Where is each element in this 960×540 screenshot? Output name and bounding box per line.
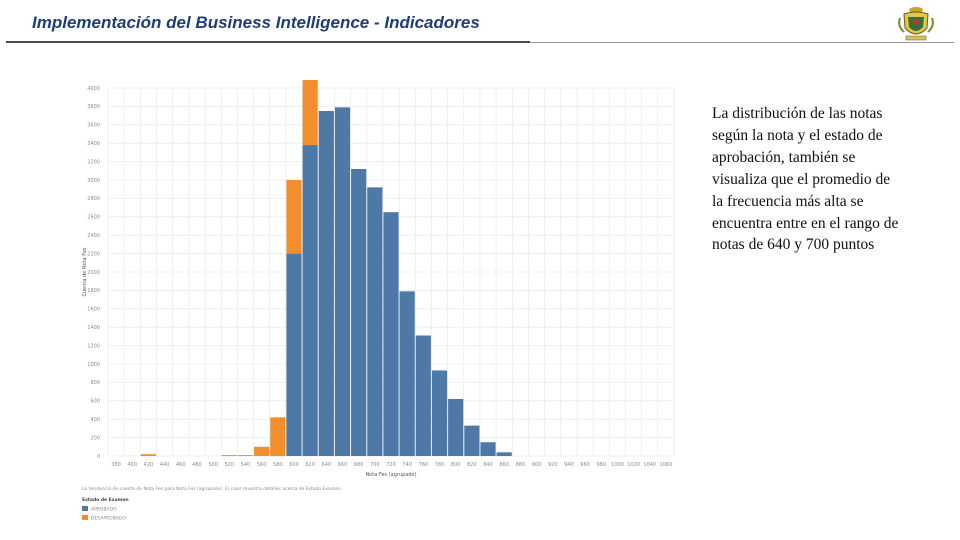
x-tick-label: 500 xyxy=(208,462,218,468)
x-tick-label: 680 xyxy=(354,462,364,468)
y-tick-label: 0 xyxy=(97,454,100,460)
chart-bars xyxy=(140,80,512,457)
x-tick-label: 400 xyxy=(127,462,137,468)
y-tick-label: 2400 xyxy=(87,233,100,239)
chart-legend: APROBADO DESAPROBADO xyxy=(82,506,126,520)
x-tick-label: 580 xyxy=(273,462,283,468)
x-tick-label: 1040 xyxy=(643,462,656,468)
bar-desaprobado-540[interactable] xyxy=(237,455,254,456)
legend-swatch-aprobado xyxy=(82,506,88,511)
y-tick-label: 1800 xyxy=(87,288,100,294)
x-tick-label: 700 xyxy=(370,462,380,468)
legend-title: Estado de Examen xyxy=(82,497,129,503)
x-tick-label: 820 xyxy=(467,462,477,468)
legend-label-aprobado: APROBADO xyxy=(91,506,117,512)
y-tick-label: 2000 xyxy=(87,270,100,276)
bar-aprobado-720[interactable] xyxy=(383,212,399,456)
y-tick-label: 1400 xyxy=(87,325,100,331)
x-tick-label: 440 xyxy=(160,462,170,468)
y-tick-label: 2200 xyxy=(87,251,100,257)
x-tick-label: 1020 xyxy=(627,462,640,468)
bar-aprobado-860[interactable] xyxy=(496,452,512,456)
bar-aprobado-820[interactable] xyxy=(464,425,480,456)
x-tick-label: 420 xyxy=(144,462,154,468)
bar-aprobado-800[interactable] xyxy=(448,398,464,456)
title-rule xyxy=(6,41,530,43)
x-tick-label: 860 xyxy=(499,462,509,468)
x-tick-label: 600 xyxy=(289,462,299,468)
x-tick-label: 660 xyxy=(338,462,348,468)
y-tick-label: 800 xyxy=(90,380,100,386)
histogram-chart: 0 200 400 600 800 1000 1200 1400 1600 1800 2000 220… xyxy=(82,80,675,520)
bar-aprobado-680[interactable] xyxy=(351,168,367,456)
x-tick-label: 900 xyxy=(532,462,542,468)
y-tick-label: 3000 xyxy=(87,178,100,184)
y-tick-label: 2800 xyxy=(87,196,100,202)
bar-aprobado-780[interactable] xyxy=(431,370,448,456)
bar-aprobado-700[interactable] xyxy=(367,187,383,457)
x-tick-label: 800 xyxy=(451,462,461,468)
bar-aprobado-760[interactable] xyxy=(415,335,431,456)
x-tick-label: 980 xyxy=(596,462,606,468)
bar-desaprobado-580[interactable] xyxy=(270,417,286,456)
bar-aprobado-660[interactable] xyxy=(334,107,351,456)
x-tick-label: 760 xyxy=(419,462,429,468)
x-tick-label: 880 xyxy=(516,462,526,468)
x-tick-label: 620 xyxy=(305,462,315,468)
y-tick-label: 1200 xyxy=(87,343,100,349)
y-tick-label: 3200 xyxy=(87,159,100,165)
chart-ticks: 0 200 400 600 800 1000 1200 1400 1600 1800 2000 220… xyxy=(87,86,672,468)
x-tick-label: 640 xyxy=(322,462,332,468)
x-tick-label: 520 xyxy=(225,462,235,468)
y-tick-label: 3400 xyxy=(87,141,100,147)
y-tick-label: 2600 xyxy=(87,215,100,221)
bar-aprobado-640[interactable] xyxy=(318,111,334,456)
bar-desaprobado-420[interactable] xyxy=(140,454,157,456)
y-axis-label: Cuenta de Nota Fes xyxy=(82,247,88,296)
chart-description: La distribución de las notas según la no… xyxy=(712,105,899,254)
x-tick-label: 920 xyxy=(548,462,558,468)
bar-desaprobado-560[interactable] xyxy=(254,446,270,456)
y-tick-label: 3800 xyxy=(87,104,100,110)
x-tick-label: 380 xyxy=(111,462,121,468)
title-rule-extension xyxy=(530,42,954,43)
x-tick-label: 840 xyxy=(483,462,493,468)
x-tick-label: 560 xyxy=(257,462,267,468)
bar-aprobado-840[interactable] xyxy=(480,442,496,456)
x-tick-label: 720 xyxy=(386,462,396,468)
bar-desaprobado-520[interactable] xyxy=(221,455,237,456)
x-tick-label: 780 xyxy=(435,462,445,468)
x-tick-label: 960 xyxy=(580,462,590,468)
x-axis-label: Nota Fes (agrupado) xyxy=(365,472,416,478)
chart-note: La tendencia de cuenta de Nota Fes para … xyxy=(82,486,342,492)
y-tick-label: 3600 xyxy=(87,123,100,129)
y-tick-label: 600 xyxy=(90,399,100,405)
y-tick-label: 200 xyxy=(90,435,100,441)
x-tick-label: 740 xyxy=(402,462,412,468)
x-tick-label: 460 xyxy=(176,462,186,468)
bar-aprobado-620[interactable] xyxy=(302,145,318,456)
slide-title: Implementación del Business Intelligence… xyxy=(32,13,480,32)
legend-label-desaprobado: DESAPROBADO xyxy=(91,515,126,520)
y-tick-label: 1600 xyxy=(87,307,100,313)
y-tick-label: 4000 xyxy=(87,86,100,92)
y-tick-label: 1000 xyxy=(87,362,100,368)
y-tick-label: 400 xyxy=(90,417,100,423)
x-tick-label: 1060 xyxy=(660,462,673,468)
x-tick-label: 1000 xyxy=(611,462,624,468)
bar-aprobado-740[interactable] xyxy=(399,291,415,456)
bar-aprobado-600[interactable] xyxy=(286,253,302,456)
legend-swatch-desaprobado xyxy=(82,515,88,520)
bar-desaprobado-620[interactable] xyxy=(302,80,318,146)
x-tick-label: 940 xyxy=(564,462,574,468)
university-crest-icon xyxy=(898,7,934,41)
x-tick-label: 540 xyxy=(241,462,251,468)
bar-desaprobado-600[interactable] xyxy=(286,180,302,254)
x-tick-label: 480 xyxy=(192,462,202,468)
